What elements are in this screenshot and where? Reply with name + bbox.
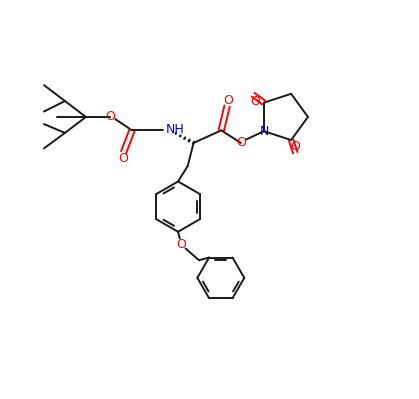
Text: O: O	[236, 136, 246, 150]
Text: O: O	[223, 94, 233, 107]
Text: O: O	[118, 152, 128, 164]
Text: N: N	[259, 125, 269, 138]
Text: O: O	[176, 238, 186, 251]
Text: O: O	[290, 140, 300, 154]
Text: NH: NH	[166, 123, 184, 136]
Text: O: O	[250, 95, 260, 108]
Text: O: O	[105, 111, 115, 123]
